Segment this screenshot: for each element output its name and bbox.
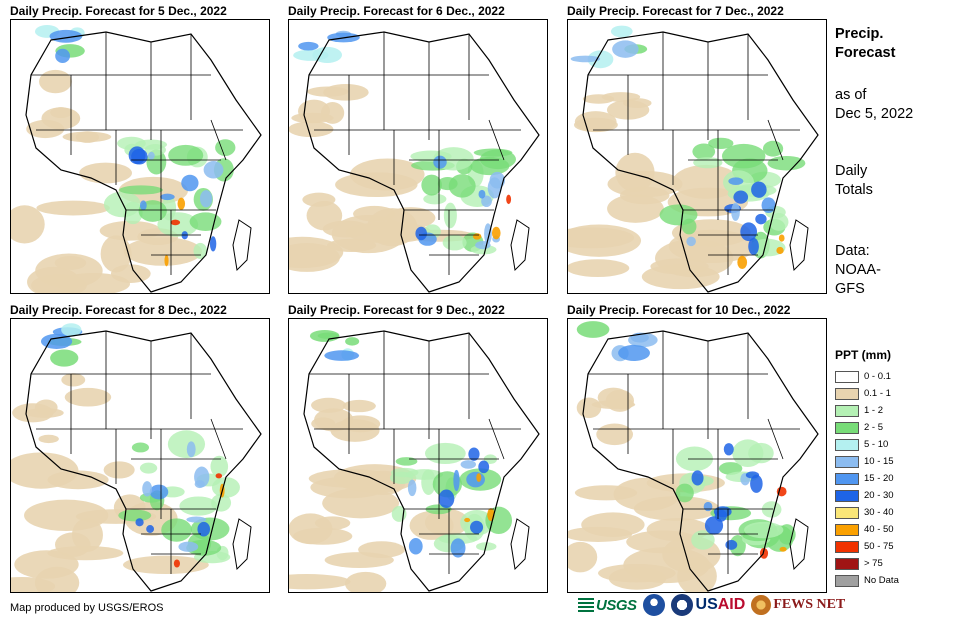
legend-label: > 75 [864, 558, 883, 569]
fews-globe-icon [751, 595, 772, 615]
panel-title: Daily Precip. Forecast for 6 Dec., 2022 [288, 4, 505, 18]
daily-totals-line1: Daily [835, 163, 868, 179]
legend-label: 20 - 30 [864, 490, 894, 501]
africa-map-graphic [568, 319, 826, 592]
legend-item: 0.1 - 1 [835, 385, 899, 402]
side-title-line2: Forecast [835, 45, 896, 61]
legend-swatch [835, 421, 859, 434]
legend-swatch [835, 438, 859, 451]
panel-title: Daily Precip. Forecast for 10 Dec., 2022 [567, 303, 791, 317]
usaid-seal-icon [670, 594, 693, 616]
legend-item: 15 - 20 [835, 470, 899, 487]
legend-swatch [835, 574, 859, 587]
usaid-logo-text: USAID [696, 596, 746, 614]
ppt-legend: PPT (mm) 0 - 0.1 0.1 - 1 1 - 2 2 - 5 5 - 10 1… [835, 348, 899, 589]
usaid-logo: USAID [670, 594, 746, 616]
legend-swatch [835, 523, 859, 536]
panel-title: Daily Precip. Forecast for 8 Dec., 2022 [10, 303, 227, 317]
usgs-waves-icon [578, 598, 594, 612]
legend-item: 50 - 75 [835, 538, 899, 555]
legend-label: 40 - 50 [864, 524, 894, 535]
africa-map-graphic [289, 319, 547, 592]
legend-item: 0 - 0.1 [835, 368, 899, 385]
usaid-logo-text-aid: AID [717, 596, 746, 613]
precip-map [288, 19, 548, 294]
legend-label: 50 - 75 [864, 541, 894, 552]
africa-map-graphic [11, 20, 269, 293]
as-of-line2: Dec 5, 2022 [835, 106, 914, 122]
data-source-line3: GFS [835, 281, 865, 297]
fews-net-logo-text: FEWS NET [773, 597, 846, 612]
precip-map [567, 19, 827, 294]
legend-item: 2 - 5 [835, 419, 899, 436]
legend-label: 0.1 - 1 [864, 388, 891, 399]
legend-swatch [835, 489, 859, 502]
legend-swatch [835, 506, 859, 519]
legend-label: 1 - 2 [864, 405, 884, 416]
usgs-logo: USGS [578, 597, 637, 614]
daily-totals-line2: Totals [835, 182, 873, 198]
legend-swatch [835, 540, 859, 553]
legend-label: 0 - 0.1 [864, 371, 891, 382]
precip-map [288, 318, 548, 593]
map-credit: Map produced by USGS/EROS [10, 602, 164, 614]
fews-net-logo: FEWS NET [751, 595, 845, 615]
as-of-date: as of Dec 5, 2022 [835, 86, 913, 124]
noaa-logo-icon [642, 594, 665, 616]
legend-swatch [835, 557, 859, 570]
legend-item: 10 - 15 [835, 453, 899, 470]
legend-swatch [835, 387, 859, 400]
as-of-line1: as of [835, 87, 867, 103]
africa-map-graphic [568, 20, 826, 293]
precip-map [567, 318, 827, 593]
legend-swatch [835, 472, 859, 485]
africa-map-graphic [11, 319, 269, 592]
legend-item: 20 - 30 [835, 487, 899, 504]
legend-item: 1 - 2 [835, 402, 899, 419]
precip-map [10, 318, 270, 593]
legend-title: PPT (mm) [835, 348, 892, 362]
data-source-line1: Data: [835, 243, 870, 259]
data-source-note: Data: NOAA- GFS [835, 242, 881, 299]
legend-item: 30 - 40 [835, 504, 899, 521]
legend-item: No Data [835, 572, 899, 589]
panel-title: Daily Precip. Forecast for 9 Dec., 2022 [288, 303, 505, 317]
precip-map [10, 19, 270, 294]
legend-rows: 0 - 0.1 0.1 - 1 1 - 2 2 - 5 5 - 10 10 - 15 15 … [835, 368, 899, 589]
legend-label: 15 - 20 [864, 473, 894, 484]
legend-label: No Data [864, 575, 899, 586]
legend-item: 5 - 10 [835, 436, 899, 453]
africa-map-graphic [289, 20, 547, 293]
usgs-logo-text: USGS [596, 596, 637, 614]
legend-swatch [835, 404, 859, 417]
legend-swatch [835, 370, 859, 383]
legend-label: 30 - 40 [864, 507, 894, 518]
legend-label: 5 - 10 [864, 439, 889, 450]
panel-title: Daily Precip. Forecast for 7 Dec., 2022 [567, 4, 784, 18]
legend-swatch [835, 455, 859, 468]
partner-logos: USGS USAID FEWS NET [578, 594, 851, 616]
daily-totals-note: Daily Totals [835, 162, 873, 200]
legend-label: 10 - 15 [864, 456, 894, 467]
usaid-logo-text-us: US [695, 596, 718, 613]
side-title-line1: Precip. [835, 26, 884, 42]
legend-item: > 75 [835, 555, 899, 572]
legend-label: 2 - 5 [864, 422, 884, 433]
side-title: Precip. Forecast [835, 25, 895, 63]
data-source-line2: NOAA- [835, 262, 881, 278]
legend-item: 40 - 50 [835, 521, 899, 538]
panel-title: Daily Precip. Forecast for 5 Dec., 2022 [10, 4, 227, 18]
